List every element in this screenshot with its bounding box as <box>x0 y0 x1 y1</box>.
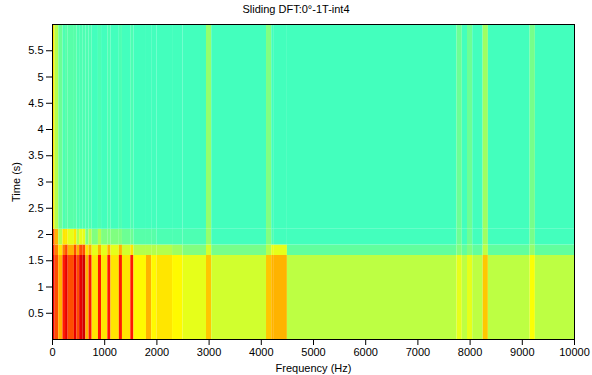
svg-text:6000: 6000 <box>353 346 377 358</box>
svg-text:Time (s): Time (s) <box>10 162 22 202</box>
svg-text:0.5: 0.5 <box>28 307 43 319</box>
svg-text:10000: 10000 <box>559 346 590 358</box>
svg-text:0: 0 <box>49 346 55 358</box>
svg-text:7000: 7000 <box>406 346 430 358</box>
svg-text:5: 5 <box>37 71 43 83</box>
svg-text:5000: 5000 <box>301 346 325 358</box>
svg-text:1000: 1000 <box>92 346 116 358</box>
svg-text:3: 3 <box>37 176 43 188</box>
svg-text:1: 1 <box>37 281 43 293</box>
svg-text:2: 2 <box>37 228 43 240</box>
svg-text:4.5: 4.5 <box>28 97 43 109</box>
svg-text:3000: 3000 <box>197 346 221 358</box>
svg-text:8000: 8000 <box>458 346 482 358</box>
svg-text:1.5: 1.5 <box>28 254 43 266</box>
svg-text:2.5: 2.5 <box>28 202 43 214</box>
svg-text:4000: 4000 <box>249 346 273 358</box>
svg-text:Frequency (Hz): Frequency (Hz) <box>276 362 352 374</box>
html-text:Sliding DFT:0°-1T-int4: Sliding DFT:0°-1T-int4 <box>242 3 350 15</box>
svg-text:9000: 9000 <box>510 346 534 358</box>
svg-text:2000: 2000 <box>145 346 169 358</box>
svg-text:5.5: 5.5 <box>28 44 43 56</box>
svg-text:4: 4 <box>37 123 43 135</box>
svg-text:3.5: 3.5 <box>28 149 43 161</box>
